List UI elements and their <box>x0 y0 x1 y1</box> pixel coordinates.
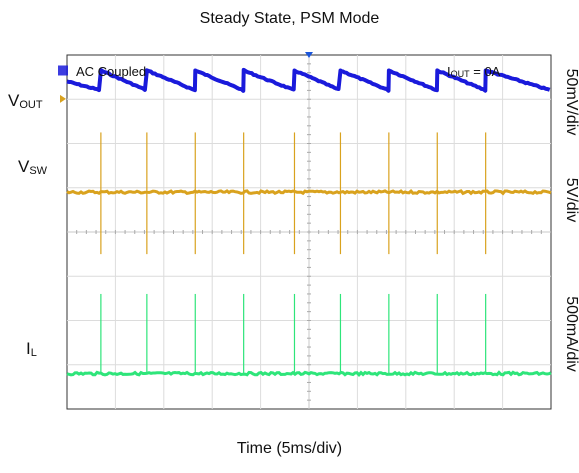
trigger-marker <box>305 52 313 58</box>
il-channel-label: IL <box>26 339 37 359</box>
x-axis-label: Time (5ms/div) <box>236 440 343 457</box>
grid <box>66 52 552 410</box>
traces <box>58 65 552 378</box>
trace-il <box>66 370 552 378</box>
vout-channel-marker <box>58 65 68 76</box>
vsw-channel-label: VSW <box>18 157 48 177</box>
vsw-scale-label: 5V/div <box>563 177 579 223</box>
trace-vsw <box>66 189 552 196</box>
coupling-note: AC Coupled <box>76 64 147 79</box>
vout-channel-label: VOUT <box>8 91 43 111</box>
vout-scale-label: 50mV/div <box>563 68 579 136</box>
load-note: IOUT = 0A <box>447 64 501 79</box>
il-scale-label: 500mA/div <box>563 296 579 372</box>
trace-vout <box>66 67 551 93</box>
vsw-trigger-marker <box>60 94 66 103</box>
chart-title: Steady State, PSM Mode <box>199 10 380 27</box>
